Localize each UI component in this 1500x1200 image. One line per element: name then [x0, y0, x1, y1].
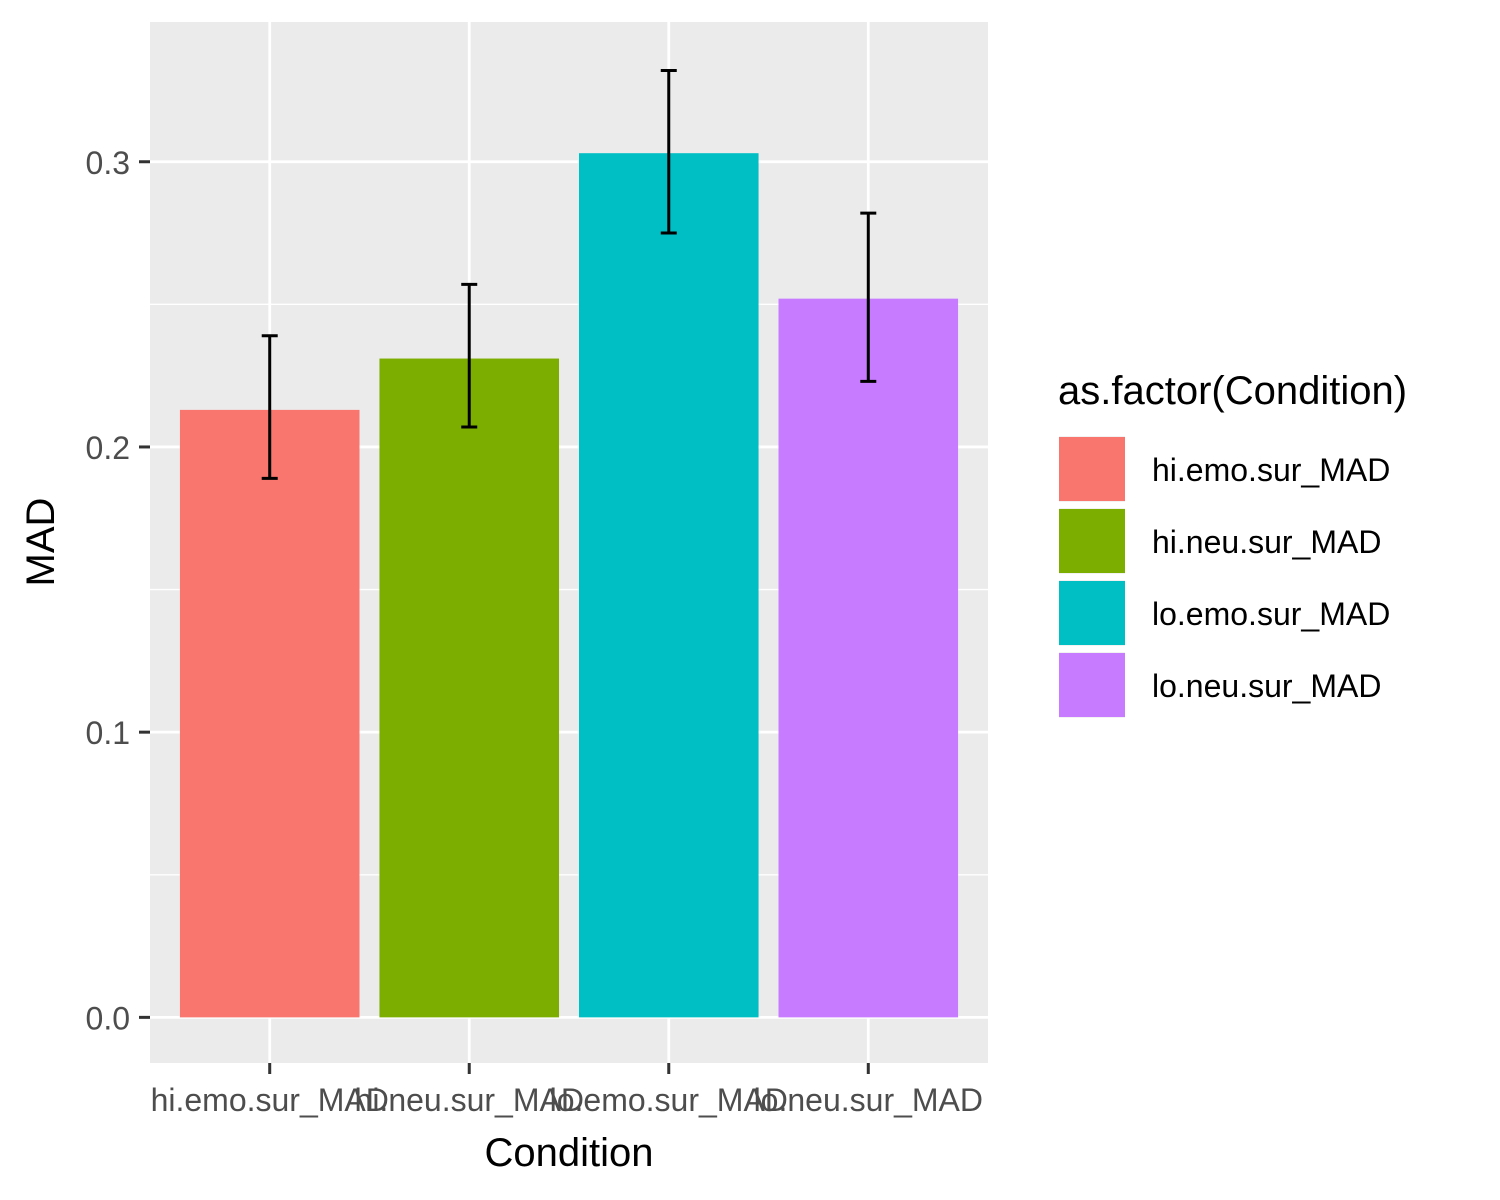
legend-swatch	[1059, 653, 1125, 717]
legend-label: hi.neu.sur_MAD	[1152, 524, 1381, 560]
y-axis: 0.0 0.1 0.2 0.3	[86, 145, 150, 1036]
bars	[179, 153, 959, 1018]
x-axis: hi.emo.sur_MADhi.neu.sur_MADlo.emo.sur_M…	[151, 1063, 983, 1118]
legend-label: lo.emo.sur_MAD	[1152, 596, 1390, 632]
error-bars	[261, 68, 877, 480]
legend-swatch	[1059, 509, 1125, 573]
legend-title: as.factor(Condition)	[1058, 369, 1407, 413]
y-axis-title: MAD	[19, 498, 63, 587]
legend-swatch	[1059, 581, 1125, 645]
legend-swatch	[1059, 437, 1125, 501]
x-tick-label: hi.neu.sur_MAD	[355, 1082, 584, 1118]
bar-hi.emo.sur_MAD	[179, 409, 360, 1018]
legend-label: hi.emo.sur_MAD	[1152, 452, 1390, 488]
y-tick-label: 0.0	[86, 1000, 130, 1036]
legend-label: lo.neu.sur_MAD	[1152, 668, 1381, 704]
y-tick-label: 0.2	[86, 430, 130, 466]
x-tick-label: lo.neu.sur_MAD	[754, 1082, 983, 1118]
legend: as.factor(Condition) hi.emo.sur_MAD hi.ne…	[1058, 369, 1407, 718]
x-tick-label: lo.emo.sur_MAD	[550, 1082, 788, 1118]
bar-lo.emo.sur_MAD	[578, 153, 759, 1018]
bar-hi.neu.sur_MAD	[379, 358, 560, 1018]
y-tick-label: 0.1	[86, 715, 130, 751]
y-tick-label: 0.3	[86, 145, 130, 181]
bar-lo.neu.sur_MAD	[778, 298, 959, 1018]
x-axis-title: Condition	[484, 1131, 653, 1175]
x-tick-label: hi.emo.sur_MAD	[151, 1082, 389, 1118]
